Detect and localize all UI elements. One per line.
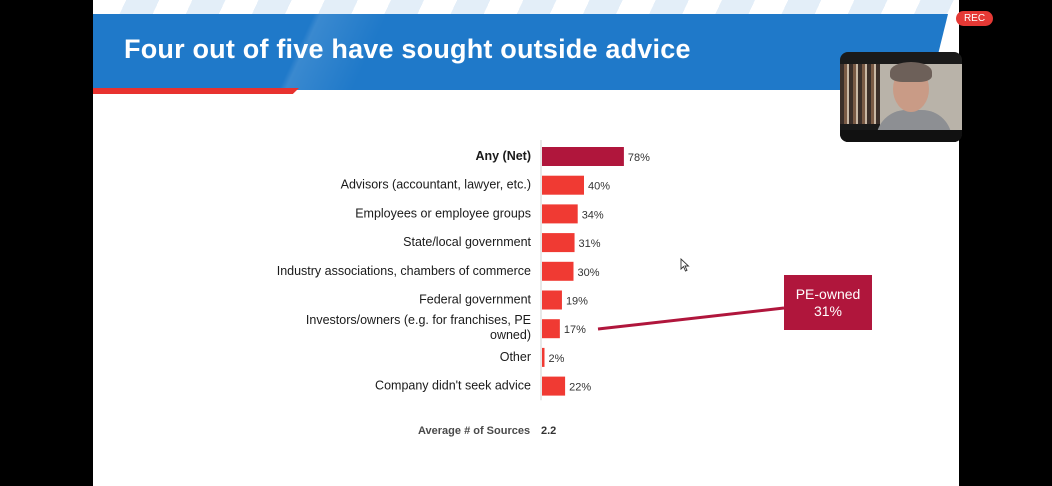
banner-decoration [153,14,453,90]
bar-5 [542,290,562,310]
webcam-video-tile[interactable] [840,52,962,142]
average-sources-label: Average # of Sources [418,425,531,437]
bar-2 [542,204,578,224]
bar-6 [542,319,560,339]
value-label-4: 30% [578,267,600,279]
category-label-0: Any (Net) [475,149,531,163]
value-label-7: 2% [549,353,565,365]
value-label-2: 34% [582,209,604,221]
category-label-8: Company didn't seek advice [375,379,531,393]
category-label-6: Investors/owners (e.g. for franchises, P… [306,313,531,342]
value-label-5: 19% [566,296,588,308]
category-label-5: Federal government [419,293,531,307]
recording-badge: REC [956,11,993,26]
value-label-8: 22% [569,382,591,394]
callout-pointer [597,306,785,331]
bar-3 [542,233,575,253]
bar-1 [542,175,584,195]
callout-title: PE-owned [795,285,861,302]
mouse-cursor-icon [680,258,690,272]
category-label-2: Employees or employee groups [355,206,531,220]
callout-value: 31% [813,302,843,319]
bar-4 [542,261,574,281]
category-label-7: Other [500,350,531,364]
bar-chart: 78% Any (Net) 40% Advisors (accountant, law… [277,140,785,401]
webcam-person-hair [890,62,932,82]
webcam-bottom-bar [840,130,962,142]
bar-7 [542,347,545,367]
title-banner [93,14,948,90]
bar-8 [542,376,566,396]
webcam-bookshelf [840,64,880,124]
value-label-0: 78% [628,152,650,164]
value-label-6: 17% [564,324,586,336]
banner-red-stripe [93,88,299,94]
slide-title: Four out of five have sought outside adv… [124,34,691,64]
pe-owned-callout: PE-owned 31% [784,275,872,330]
category-label-4: Industry associations, chambers of comme… [277,264,531,278]
banner-top-stripe [93,0,959,14]
category-label-1: Advisors (accountant, lawyer, etc.) [341,178,531,192]
value-label-1: 40% [588,181,610,193]
category-label-3: State/local government [403,235,531,249]
value-label-3: 31% [579,238,601,250]
slide: Four out of five have sought outside adv… [93,0,959,486]
bar-0 [542,147,624,166]
average-sources-value: 2.2 [541,425,557,437]
